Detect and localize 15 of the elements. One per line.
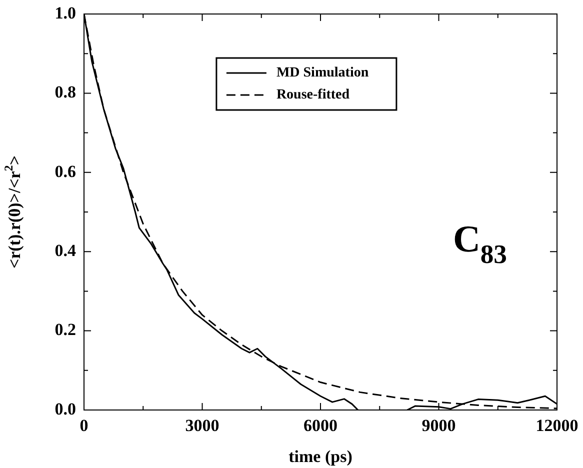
y-tick-label: 0.4 (54, 240, 76, 260)
x-axis-title: time (ps) (288, 447, 352, 466)
x-tick-label: 9000 (422, 416, 456, 435)
y-tick-label: 0.6 (54, 162, 76, 181)
legend-label: Rouse-fitted (276, 88, 350, 103)
y-tick-label: 0.0 (54, 399, 76, 418)
legend-label: MD Simulation (276, 66, 369, 81)
y-tick-label: 1.0 (54, 3, 76, 22)
x-tick-label: 0 (80, 416, 88, 435)
x-tick-label: 6000 (304, 416, 338, 435)
y-tick-label: 0.2 (54, 320, 76, 340)
x-tick-label: 12000 (536, 416, 578, 435)
x-tick-label: 3000 (185, 416, 220, 435)
y-tick-label: 0.8 (54, 82, 76, 102)
y-axis-title: <r(t).r(0)>/<r2> (1, 155, 24, 269)
